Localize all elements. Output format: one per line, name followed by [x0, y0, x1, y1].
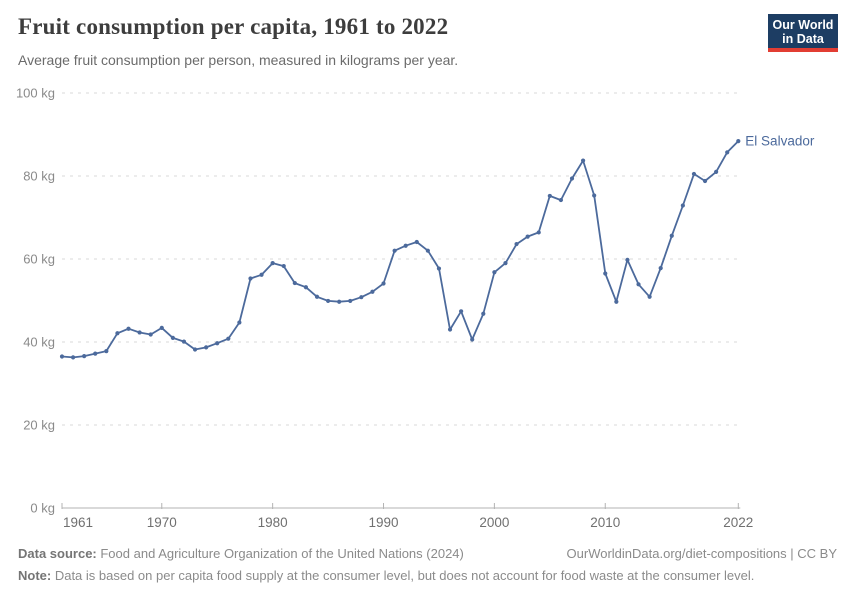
x-tick-label: 1980 [258, 515, 288, 530]
x-tick-label: 1961 [63, 515, 93, 530]
data-point[interactable] [492, 270, 497, 275]
data-point[interactable] [248, 276, 253, 281]
data-source-line: Data source: Food and Agriculture Organi… [18, 546, 464, 561]
data-point[interactable] [392, 248, 397, 253]
data-point[interactable] [348, 298, 353, 304]
data-point[interactable] [514, 241, 519, 247]
data-point[interactable] [159, 325, 164, 330]
data-point[interactable] [414, 239, 419, 245]
data-point[interactable] [725, 150, 730, 155]
data-point[interactable] [359, 295, 364, 300]
data-point[interactable] [370, 289, 375, 294]
data-point[interactable] [481, 311, 486, 316]
y-tick-label: 20 kg [23, 418, 55, 433]
x-tick-label: 1970 [147, 515, 177, 530]
data-source-label: Data source: [18, 546, 97, 561]
data-point[interactable] [204, 345, 209, 350]
data-point[interactable] [669, 233, 674, 238]
series-line[interactable] [61, 140, 740, 359]
y-tick-label: 60 kg [23, 252, 55, 267]
data-point[interactable] [82, 354, 87, 359]
note-line: Note: Data is based on per capita food s… [18, 568, 818, 583]
series-end-label[interactable]: El Salvador [745, 134, 815, 149]
y-tick-label: 100 kg [16, 86, 55, 101]
data-point[interactable] [170, 335, 175, 340]
note-label: Note: [18, 568, 52, 583]
note-text: Data is based on per capita food supply … [51, 568, 755, 583]
data-point[interactable] [292, 280, 297, 286]
data-point[interactable] [603, 271, 608, 276]
data-point[interactable] [70, 355, 76, 360]
x-tick-label: 1990 [368, 515, 398, 530]
data-point[interactable] [126, 326, 131, 331]
data-point[interactable] [303, 285, 309, 290]
data-point[interactable] [181, 339, 187, 344]
data-point[interactable] [104, 349, 109, 354]
license-link[interactable]: OurWorldinData.org/diet-compositions | C… [566, 546, 837, 561]
data-point[interactable] [59, 354, 65, 359]
y-tick-label: 40 kg [23, 335, 55, 350]
y-tick-label: 0 kg [30, 501, 55, 516]
data-point[interactable] [192, 347, 198, 352]
data-point[interactable] [403, 243, 408, 248]
x-tick-label: 2000 [479, 515, 509, 530]
data-point[interactable] [237, 320, 242, 325]
owid-logo-line1: Our World [772, 18, 834, 32]
owid-logo[interactable]: Our World in Data [768, 14, 838, 52]
data-point[interactable] [137, 330, 142, 335]
data-point[interactable] [547, 193, 552, 199]
data-point[interactable] [270, 261, 275, 266]
y-tick-label: 80 kg [23, 169, 55, 184]
owid-logo-line2: in Data [782, 32, 824, 46]
data-point[interactable] [226, 336, 231, 341]
data-point[interactable] [215, 341, 220, 346]
data-point[interactable] [381, 281, 386, 286]
data-point[interactable] [647, 294, 652, 299]
data-point[interactable] [459, 309, 464, 314]
chart-subtitle: Average fruit consumption per person, me… [18, 52, 459, 68]
data-point[interactable] [636, 282, 641, 287]
data-source-text: Food and Agriculture Organization of the… [96, 546, 464, 561]
data-point[interactable] [569, 176, 575, 181]
data-point[interactable] [691, 171, 697, 177]
data-point[interactable] [714, 169, 719, 174]
data-point[interactable] [558, 197, 564, 203]
data-point[interactable] [680, 203, 685, 208]
data-point[interactable] [736, 139, 741, 144]
x-tick-label: 2022 [723, 515, 753, 530]
data-point[interactable] [314, 294, 320, 299]
data-point[interactable] [425, 248, 430, 253]
data-point[interactable] [658, 266, 663, 271]
data-point[interactable] [625, 257, 630, 262]
data-point[interactable] [259, 272, 264, 277]
data-point[interactable] [93, 351, 98, 356]
data-point[interactable] [325, 298, 331, 304]
data-point[interactable] [536, 230, 541, 235]
data-point[interactable] [614, 299, 619, 304]
data-point[interactable] [503, 261, 508, 266]
data-point[interactable] [337, 299, 342, 304]
data-point[interactable] [436, 266, 442, 271]
data-point[interactable] [702, 178, 708, 184]
data-point[interactable] [447, 327, 453, 332]
data-point[interactable] [580, 158, 586, 163]
data-point[interactable] [470, 337, 475, 342]
x-tick-label: 2010 [590, 515, 620, 530]
data-point[interactable] [148, 332, 153, 337]
data-point[interactable] [592, 193, 597, 198]
data-point[interactable] [281, 263, 286, 269]
data-point[interactable] [525, 234, 530, 239]
page-title: Fruit consumption per capita, 1961 to 20… [18, 14, 449, 39]
data-point[interactable] [115, 331, 120, 336]
